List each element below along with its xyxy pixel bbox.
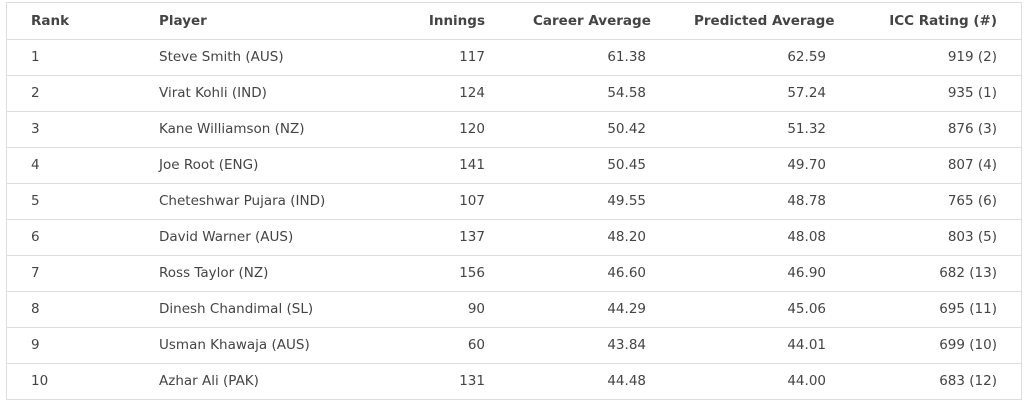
cell-rank: 2 bbox=[7, 75, 135, 112]
cell-career-average: 49.55 bbox=[509, 183, 670, 220]
cell-player: Joe Root (ENG) bbox=[135, 147, 357, 184]
cell-icc-rating: 695 (11) bbox=[850, 291, 1021, 328]
cell-icc-rating: 876 (3) bbox=[850, 111, 1021, 148]
cell-rank: 5 bbox=[7, 183, 135, 220]
cell-career-average: 48.20 bbox=[509, 219, 670, 256]
table-row: 1 Steve Smith (AUS) 117 61.38 62.59 919 (2) bbox=[7, 39, 1021, 76]
cell-career-average: 44.48 bbox=[607, 373, 646, 390]
cell-rank: 4 bbox=[7, 147, 135, 184]
cell-innings: 117 bbox=[357, 39, 509, 76]
cell-innings: 60 bbox=[357, 327, 509, 364]
cell-career-average: 54.58 bbox=[509, 75, 670, 112]
header-row: Rank Player Innings Career Average Predi… bbox=[7, 3, 1021, 40]
cell-player: Steve Smith (AUS) bbox=[135, 39, 357, 76]
cell-rank: 7 bbox=[7, 255, 135, 292]
cell-player: Azhar Ali (PAK) bbox=[159, 373, 259, 390]
cell-innings: 141 bbox=[357, 147, 509, 184]
table-row: 7 Ross Taylor (NZ) 156 46.60 46.90 682 (13) bbox=[7, 255, 1021, 292]
cell-predicted-average: 62.59 bbox=[670, 39, 850, 76]
cell-player: Kane Williamson (NZ) bbox=[135, 111, 357, 148]
rankings-table: Rank Player Innings Career Average Predi… bbox=[7, 3, 1021, 399]
cell-innings: 120 bbox=[357, 111, 509, 148]
cell-career-average: 43.84 bbox=[509, 327, 670, 364]
cell-rank: 6 bbox=[7, 219, 135, 256]
cell-innings: 137 bbox=[357, 219, 509, 256]
table-row: 9 Usman Khawaja (AUS) 60 43.84 44.01 699 (10) bbox=[7, 327, 1021, 364]
cell-player: David Warner (AUS) bbox=[135, 219, 357, 256]
table-row: 4 Joe Root (ENG) 141 50.45 49.70 807 (4) bbox=[7, 147, 1021, 184]
cell-player: Usman Khawaja (AUS) bbox=[135, 327, 357, 364]
table-row: 8 Dinesh Chandimal (SL) 90 44.29 45.06 695 (1… bbox=[7, 291, 1021, 328]
cell-rank: 10 bbox=[31, 373, 49, 390]
table-row: 6 David Warner (AUS) 137 48.20 48.08 803 (5) bbox=[7, 219, 1021, 256]
cell-icc-rating: 919 (2) bbox=[850, 39, 1021, 76]
table-body: 1 Steve Smith (AUS) 117 61.38 62.59 919 (2) 2 V… bbox=[7, 39, 1021, 399]
cell-icc-rating: 683 (12) bbox=[939, 373, 997, 390]
cell-career-average: 61.38 bbox=[509, 39, 670, 76]
cell-icc-rating: 935 (1) bbox=[850, 75, 1021, 112]
cell-player: Ross Taylor (NZ) bbox=[135, 255, 357, 292]
cell-icc-rating: 765 (6) bbox=[850, 183, 1021, 220]
table-row: 5 Cheteshwar Pujara (IND) 107 49.55 48.78 765… bbox=[7, 183, 1021, 220]
cell-rank: 3 bbox=[7, 111, 135, 148]
cell-innings: 107 bbox=[357, 183, 509, 220]
cell-rank: 1 bbox=[7, 39, 135, 76]
cell-innings: 156 bbox=[357, 255, 509, 292]
cell-career-average: 44.29 bbox=[509, 291, 670, 328]
rankings-table-container: Rank Player Innings Career Average Predi… bbox=[6, 2, 1022, 400]
table-row: 3 Kane Williamson (NZ) 120 50.42 51.32 876 (3… bbox=[7, 111, 1021, 148]
cell-icc-rating: 803 (5) bbox=[850, 219, 1021, 256]
cell-predicted-average: 49.70 bbox=[670, 147, 850, 184]
header-predicted-average[interactable]: Predicted Average bbox=[670, 3, 850, 40]
cell-innings: 131 bbox=[459, 373, 485, 390]
table-row: 10 Azhar Ali (PAK) 131 44.48 44.00 683 (12) bbox=[7, 363, 1021, 399]
cell-player: Virat Kohli (IND) bbox=[135, 75, 357, 112]
cell-innings: 124 bbox=[357, 75, 509, 112]
cell-predicted-average: 57.24 bbox=[670, 75, 850, 112]
cell-icc-rating: 682 (13) bbox=[850, 255, 1021, 292]
cell-icc-rating: 807 (4) bbox=[850, 147, 1021, 184]
header-rank[interactable]: Rank bbox=[7, 3, 135, 40]
header-player[interactable]: Player bbox=[135, 3, 357, 40]
cell-predicted-average: 48.78 bbox=[670, 183, 850, 220]
header-career-average[interactable]: Career Average bbox=[509, 3, 670, 40]
cell-rank: 8 bbox=[7, 291, 135, 328]
table-header: Rank Player Innings Career Average Predi… bbox=[7, 3, 1021, 40]
header-innings[interactable]: Innings bbox=[357, 3, 509, 40]
cell-career-average: 50.42 bbox=[509, 111, 670, 148]
cell-predicted-average: 44.00 bbox=[787, 373, 826, 390]
cell-player: Dinesh Chandimal (SL) bbox=[135, 291, 357, 328]
cell-predicted-average: 51.32 bbox=[670, 111, 850, 148]
cell-predicted-average: 45.06 bbox=[670, 291, 850, 328]
cell-predicted-average: 44.01 bbox=[670, 327, 850, 364]
cell-predicted-average: 46.90 bbox=[670, 255, 850, 292]
header-icc-rating[interactable]: ICC Rating (#) bbox=[850, 3, 1021, 40]
cell-icc-rating: 699 (10) bbox=[850, 327, 1021, 364]
cell-career-average: 46.60 bbox=[509, 255, 670, 292]
cell-rank: 9 bbox=[7, 327, 135, 364]
cell-player: Cheteshwar Pujara (IND) bbox=[135, 183, 357, 220]
cell-predicted-average: 48.08 bbox=[670, 219, 850, 256]
cell-career-average: 50.45 bbox=[509, 147, 670, 184]
table-row: 2 Virat Kohli (IND) 124 54.58 57.24 935 (1) bbox=[7, 75, 1021, 112]
cell-innings: 90 bbox=[357, 291, 509, 328]
